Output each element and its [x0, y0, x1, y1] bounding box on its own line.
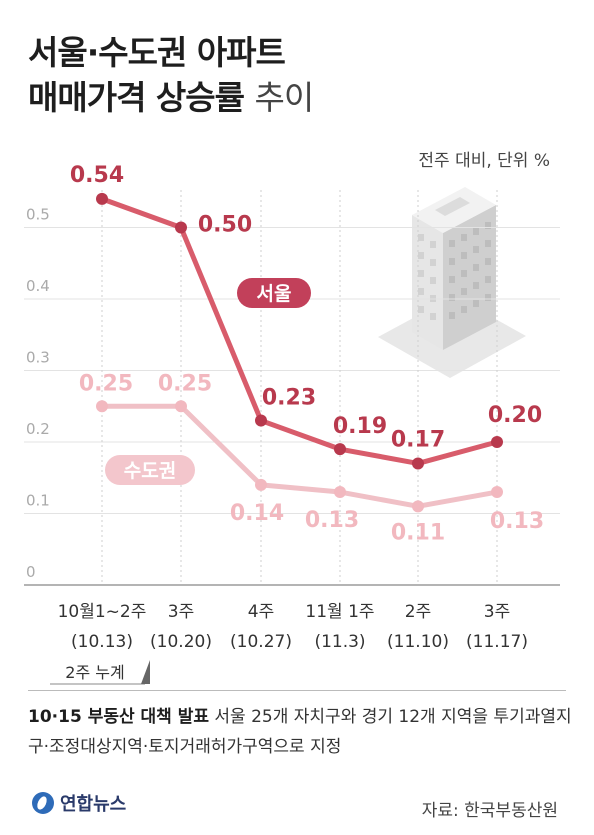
series-group: 0.54 0.50 0.23 0.190.17 0.20 0.25 0.25 0.14 0.13… — [70, 163, 544, 545]
series-metro-name: 수도권 — [124, 460, 176, 482]
data-point — [491, 436, 503, 448]
x-tick-label: 2주 — [405, 602, 431, 622]
data-point — [412, 457, 424, 470]
series-metro-pill — [105, 455, 195, 485]
policy-note-bold: 10·15 부동산 대책 발표 — [28, 707, 210, 727]
y-tick-label: 0.4 — [26, 277, 50, 295]
x-tick-label: 3주 — [168, 602, 194, 622]
series-line-metro — [99, 403, 500, 509]
data-point — [412, 500, 424, 513]
data-label-seoul: 0.23 — [262, 386, 316, 411]
x-tick-sublabel: (11.10) — [387, 632, 449, 652]
data-label-seoul: 0.50 — [198, 213, 252, 238]
data-label-metro: 0.25 — [79, 371, 133, 396]
building-illustration — [378, 187, 526, 378]
series-line-seoul — [99, 196, 500, 466]
data-point — [175, 221, 187, 234]
yonhap-logo-icon — [32, 792, 54, 814]
data-point — [96, 192, 108, 205]
data-label-seoul: 0.17 — [391, 427, 445, 452]
data-point — [255, 478, 267, 491]
y-axis: 0 0.1 0.2 0.3 0.4 0.5 — [26, 206, 50, 582]
data-label-seoul: 0.19 — [333, 414, 387, 439]
unit-label: 전주 대비, 단위 % — [418, 151, 550, 171]
data-point — [334, 486, 346, 499]
data-label-metro: 0.25 — [158, 371, 212, 396]
policy-note: 10·15 부동산 대책 발표 서울 25개 자치구와 경기 12개 지역을 투… — [28, 702, 573, 762]
x-tick-label: 4주 — [248, 602, 274, 622]
data-label-seoul: 0.54 — [70, 163, 124, 188]
title-line-1: 서울·수도권 아파트 — [28, 33, 286, 72]
policy-note-text: 서울 25개 자치구와 경기 12개 지역을 투기과열지구·조정대상지역·토지거… — [28, 707, 572, 757]
divider — [28, 690, 566, 691]
data-point — [334, 443, 346, 456]
title-line-2-light: 추이 — [254, 78, 315, 117]
logo-text: 연합뉴스 — [60, 794, 127, 815]
y-tick-label: 0 — [26, 563, 36, 581]
data-point — [255, 414, 267, 427]
x-tick-sublabel: (11.3) — [314, 632, 365, 652]
data-label-metro: 0.13 — [305, 508, 359, 533]
data-point — [491, 486, 503, 499]
title-line-2: 매매가격 상승률 추이 — [28, 75, 315, 120]
data-label-metro: 0.11 — [391, 520, 445, 545]
data-label-metro: 0.14 — [230, 501, 284, 526]
data-point — [96, 400, 108, 413]
yonhap-logo: 연합뉴스 — [32, 790, 126, 816]
y-tick-label: 0.5 — [26, 206, 50, 224]
x-tick-sublabel: (10.27) — [230, 632, 292, 652]
x-tick-sublabel: (10.13) — [71, 632, 133, 652]
category-guides — [101, 190, 498, 585]
x-tick-label: 3주 — [484, 602, 510, 622]
x-axis: 10월1~2주 (10.13) 3주 (10.20) 4주 (10.27) 11월 1주 (1… — [50, 602, 528, 685]
y-tick-label: 0.1 — [26, 492, 50, 510]
x-tick-label: 10월1~2주 — [58, 602, 147, 622]
annotation-label: 2주 누계 — [65, 663, 124, 682]
x-tick-sublabel: (11.17) — [466, 632, 528, 652]
data-label-metro: 0.13 — [490, 509, 544, 534]
series-seoul-pill — [237, 278, 311, 308]
title-line-2-bold: 매매가격 상승률 — [28, 78, 245, 117]
line-chart: 0 0.1 0.2 0.3 0.4 0.5 0.54 0.50 0.23 0.190.17 0.2… — [24, 163, 560, 685]
data-point — [175, 400, 187, 413]
y-tick-label: 0.2 — [26, 420, 50, 438]
annotation-marker — [141, 660, 150, 684]
data-label-seoul: 0.20 — [488, 403, 542, 428]
series-seoul-name: 서울 — [257, 283, 292, 305]
chart-title: 서울·수도권 아파트 매매가격 상승률 추이 — [28, 30, 315, 120]
source-label: 자료: 한국부동산원 — [421, 801, 558, 821]
x-tick-sublabel: (10.20) — [150, 632, 212, 652]
x-tick-label: 11월 1주 — [305, 602, 374, 622]
y-tick-label: 0.3 — [26, 349, 50, 367]
